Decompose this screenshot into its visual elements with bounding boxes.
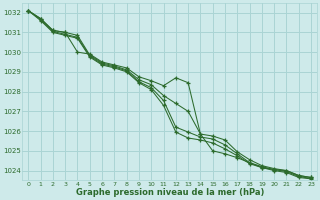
X-axis label: Graphe pression niveau de la mer (hPa): Graphe pression niveau de la mer (hPa) bbox=[76, 188, 264, 197]
